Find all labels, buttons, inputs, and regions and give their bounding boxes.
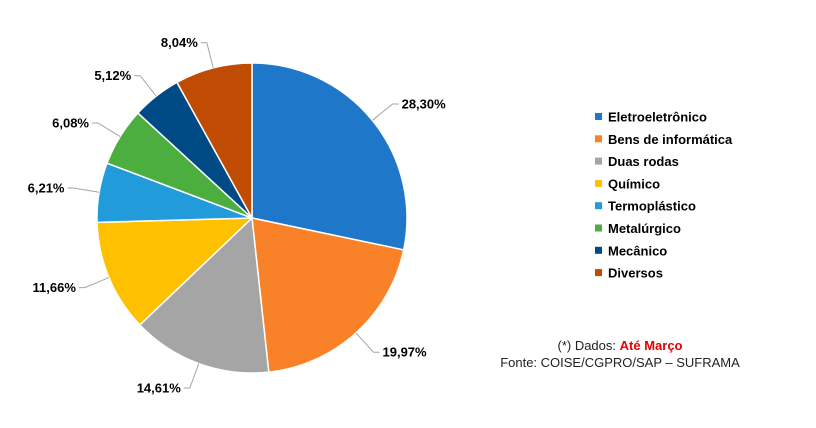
legend-swatch [595,246,602,254]
leader-line [183,363,200,389]
pie-slices [96,62,408,374]
data-label: 28,30% [402,97,447,112]
legend-label: Químico [608,176,660,191]
legend-swatch [595,224,602,232]
data-label: 6,21% [28,181,65,196]
legend-swatch [595,269,602,277]
data-label: 14,61% [137,381,182,396]
leader-line [134,75,157,97]
leader-line [67,187,100,193]
leader-line [78,277,110,289]
data-label: 6,08% [52,116,89,131]
data-label: 8,04% [161,35,198,50]
pie-slice [96,217,254,326]
data-note: (*) Dados: Até Março [470,337,770,354]
legend: Eletroeletrônico Bens de informática Duas … [595,110,733,281]
legend-swatch [595,157,602,165]
legend-swatch [595,179,602,187]
legend-swatch [595,135,602,143]
data-label: 5,12% [94,68,131,83]
data-note-period: Até Março [619,338,683,353]
leader-line [92,122,121,138]
legend-label: Eletroeletrônico [608,110,707,125]
legend-label: Mecânico [608,243,667,258]
data-label: 19,97% [383,345,428,360]
pie-slice [251,217,405,373]
source-note: Fonte: COISE/CGPRO/SAP – SUFRAMA [500,355,740,370]
legend-swatch [595,202,602,210]
pie-slice [138,216,270,374]
legend-label: Metalúrgico [608,221,681,236]
footnote: (*) Dados: Até Março Fonte: COISE/CGPRO/… [470,337,770,371]
pie-slice [251,62,408,251]
data-labels: 28,30% 19,97% 14,61% 11,66% 6,21% 6,08% 5,12% 8… [28,35,447,395]
leader-line [372,103,399,121]
legend-label: Bens de informática [608,132,733,147]
legend-label: Diversos [608,266,663,281]
legend-label: Termoplástico [608,199,696,214]
pie-slice [175,62,253,219]
data-note-prefix: (*) Dados: [557,338,617,353]
leader-lines [67,42,399,389]
leader-line [200,42,214,69]
legend-label: Duas rodas [608,154,679,169]
leader-line [355,332,380,353]
data-label: 11,66% [33,280,77,295]
legend-swatch [595,113,602,120]
